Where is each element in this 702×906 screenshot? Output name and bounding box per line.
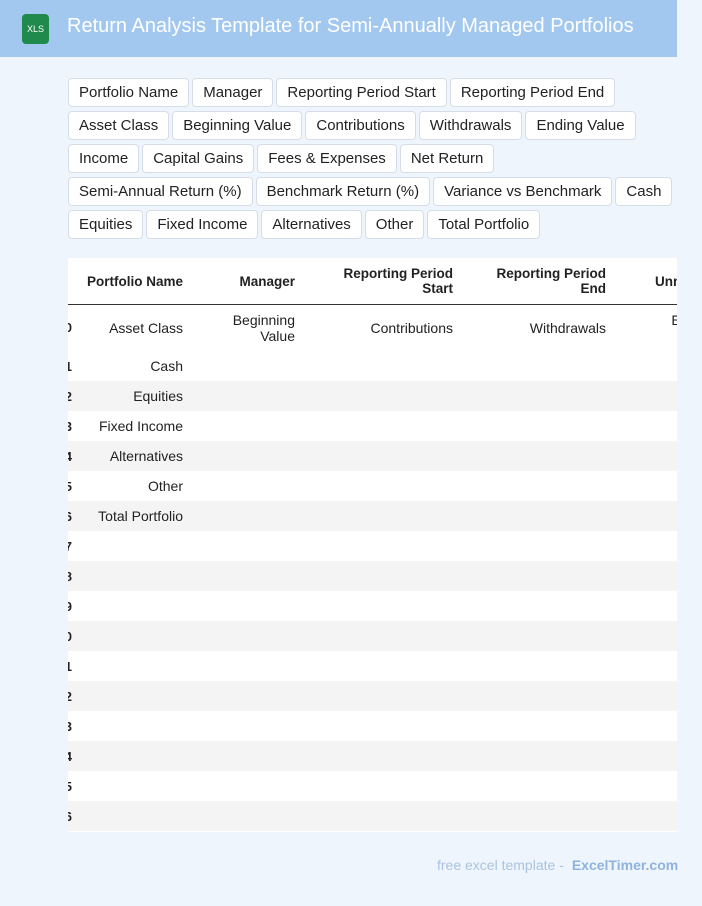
row-index: 5 (68, 478, 72, 494)
tag-button[interactable]: Manager (192, 78, 274, 107)
tag-button[interactable]: Capital Gains (142, 144, 255, 173)
table-row: 8 (68, 561, 677, 591)
data-table: Portfolio Name Manager Reporting Period St… (68, 258, 677, 832)
column-header: Reporting Period Start (343, 266, 453, 296)
table-cell: Cash (150, 358, 183, 374)
tag-button[interactable]: Reporting Period End (449, 78, 616, 107)
tag-button[interactable]: Cash (615, 177, 673, 206)
table-row: 5 Other (68, 471, 677, 501)
tag-button[interactable]: Portfolio Name (68, 78, 190, 107)
row-index: 0 (68, 320, 72, 335)
table-row: 1 Cash (68, 351, 677, 381)
table-cell: Contributions (370, 319, 454, 336)
footer-text: free excel template - (437, 857, 564, 873)
table-row: 16 (68, 801, 677, 831)
table-row: 6 Total Portfolio (68, 501, 677, 531)
tag-button[interactable]: Total Portfolio (427, 210, 541, 239)
column-header: Portfolio Name (86, 273, 183, 289)
table-cell: Other (147, 478, 183, 494)
table-row: 7 (68, 531, 677, 561)
row-index: 16 (68, 808, 72, 824)
table-cell: Beginning Value (232, 311, 295, 344)
tag-button[interactable]: Semi-Annual Return (%) (68, 177, 253, 206)
tag-button[interactable]: Withdrawals (418, 111, 523, 140)
tag-button[interactable]: Net Return (399, 144, 495, 173)
tag-button[interactable]: Equities (68, 210, 144, 239)
table-cell: Alternatives (109, 448, 183, 464)
row-index: 9 (68, 598, 72, 614)
row-index: 4 (68, 448, 72, 464)
tag-button[interactable]: Asset Class (68, 111, 170, 140)
table-cell: Total Portfolio (98, 508, 183, 524)
row-index: 3 (68, 418, 72, 434)
header-row: Portfolio Name Manager Reporting Period St… (68, 258, 677, 305)
page-title: Return Analysis Template for Semi-Annual… (67, 15, 634, 37)
row-index: 1 (68, 358, 72, 374)
row-index: 12 (68, 688, 72, 704)
row-index: 7 (68, 538, 72, 554)
header-bar: XLS Return Analysis Template for Semi-An… (0, 0, 677, 57)
table-row: 14 (68, 741, 677, 771)
tag-button[interactable]: Beginning Value (172, 111, 303, 140)
column-header: Unnamed: 4 (655, 273, 677, 289)
table-row: 4 Alternatives (68, 441, 677, 471)
tag-button[interactable]: Variance vs Benchmark (433, 177, 613, 206)
row-index: 15 (68, 778, 72, 794)
table-row: 12 (68, 681, 677, 711)
column-header: Manager (239, 273, 295, 289)
tag-button[interactable]: Ending Value (525, 111, 636, 140)
tag-button[interactable]: Income (68, 144, 140, 173)
row-index: 11 (68, 658, 72, 674)
file-icon: XLS (22, 14, 49, 44)
table-cell: Withdrawals (529, 319, 606, 336)
footer-brand[interactable]: ExcelTimer.com (571, 857, 679, 873)
tag-button[interactable]: Reporting Period Start (276, 78, 447, 107)
table-row: 9 (68, 591, 677, 621)
row-index: 10 (68, 628, 72, 644)
table-row: 13 (68, 711, 677, 741)
tag-button[interactable]: Alternatives (261, 210, 362, 239)
table-row: 0 Asset Class Beginning Value Contributions… (68, 305, 677, 350)
table-cell: Ending Value (671, 311, 677, 328)
table-row: 11 (68, 651, 677, 681)
tag-button[interactable]: Fees & Expenses (257, 144, 397, 173)
row-index: 14 (68, 748, 72, 764)
table-row: 15 (68, 771, 677, 801)
row-index: 6 (68, 508, 72, 524)
table-row: 2 Equities (68, 381, 677, 411)
row-index: 13 (68, 718, 72, 734)
tag-button[interactable]: Other (364, 210, 425, 239)
tag-button[interactable]: Fixed Income (146, 210, 259, 239)
column-header: Reporting Period End (496, 266, 606, 296)
tag-button[interactable]: Contributions (305, 111, 416, 140)
row-index: 2 (68, 388, 72, 404)
row-index: 8 (68, 568, 72, 584)
footer: free excel template - ExcelTimer.com (437, 857, 678, 873)
table-row: 10 (68, 621, 677, 651)
table-cell: Equities (133, 388, 183, 404)
table-cell: Asset Class (109, 319, 183, 336)
table-row: 3 Fixed Income (68, 411, 677, 441)
tag-button[interactable]: Benchmark Return (%) (255, 177, 431, 206)
tag-list: Portfolio Name Manager Reporting Period St… (68, 78, 678, 239)
table-cell: Fixed Income (98, 418, 183, 434)
